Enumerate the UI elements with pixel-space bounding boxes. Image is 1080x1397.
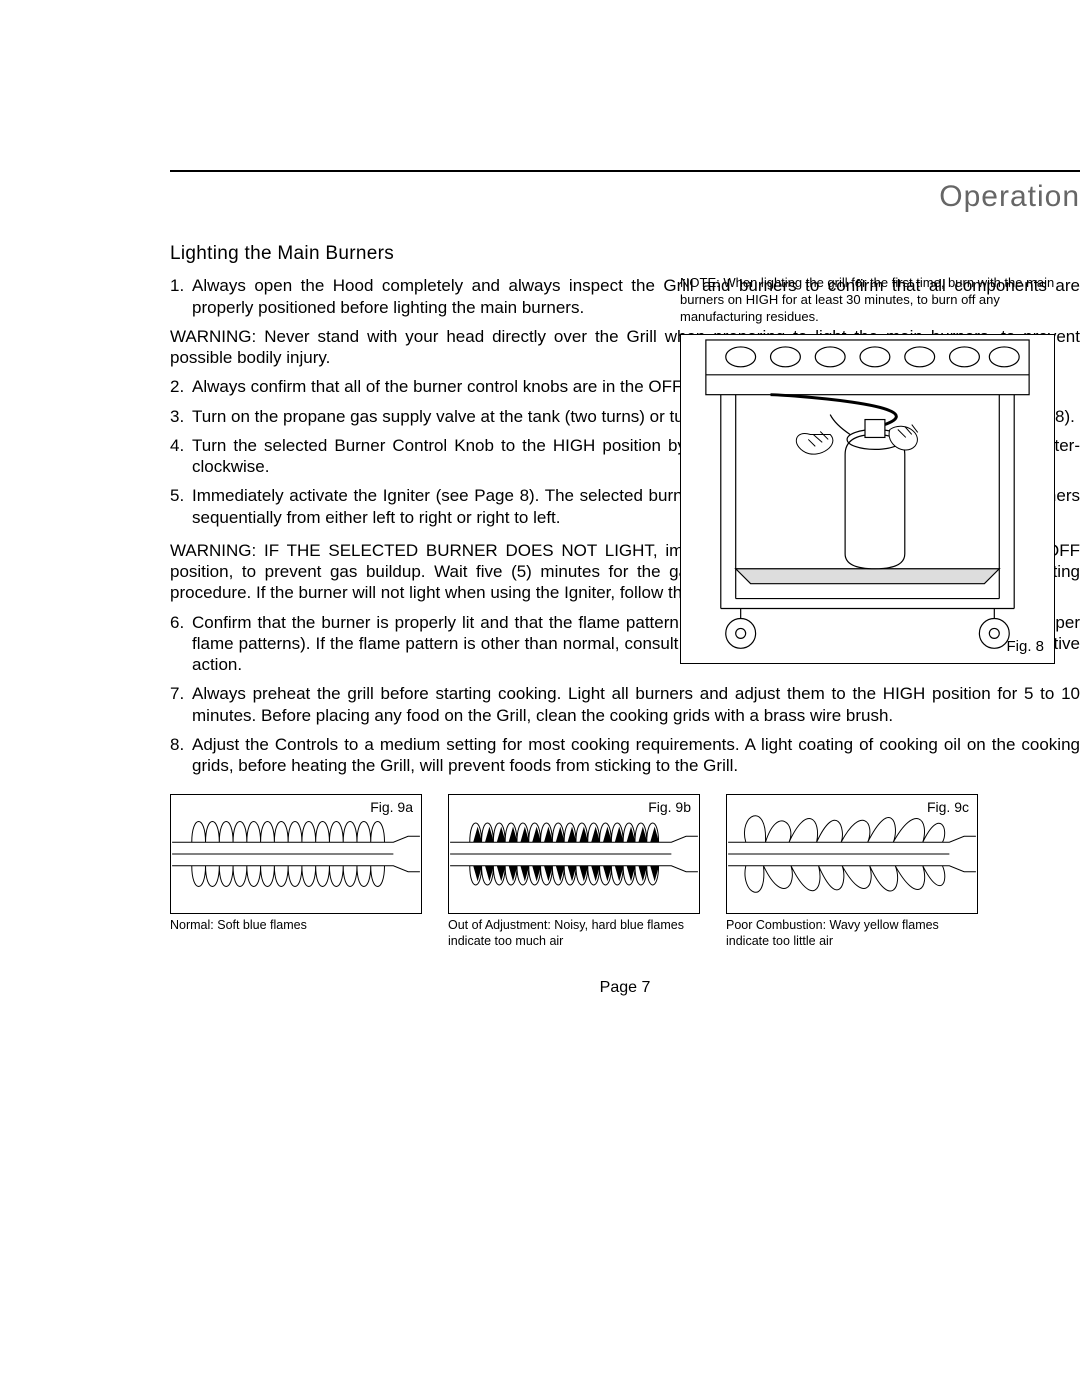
right-column: NOTE: When lighting the grill for the fi… bbox=[680, 275, 1080, 664]
subheading: Lighting the Main Burners bbox=[170, 242, 1080, 266]
figure-9a-caption: Normal: Soft blue flames bbox=[170, 918, 422, 934]
figure-9c-image: Fig. 9c bbox=[726, 794, 978, 914]
figure-9b-image: Fig. 9b bbox=[448, 794, 700, 914]
figure-9a: Fig. 9a Normal: Soft blue flames bbox=[170, 794, 422, 949]
note-text: When lighting the grill for the first ti… bbox=[680, 275, 1054, 324]
two-column-area: NOTE: When lighting the grill for the fi… bbox=[170, 275, 1080, 528]
content: Lighting the Main Burners NOTE: When lig… bbox=[170, 242, 1080, 998]
warning-2-label: WARNING: bbox=[170, 541, 256, 560]
note-label: NOTE: bbox=[680, 275, 720, 290]
page-number: Page 7 bbox=[170, 978, 1080, 998]
figure-9c-caption: Poor Combustion: Wavy yellow flames indi… bbox=[726, 918, 978, 949]
figure-8-drawing bbox=[681, 335, 1054, 663]
figure-9a-image: Fig. 9a bbox=[170, 794, 422, 914]
figure-9c: Fig. 9c Poor Combustion: Wavy yellow fla… bbox=[726, 794, 978, 949]
figure-8: Fig. 8 bbox=[680, 334, 1055, 664]
figure-9-row: Fig. 9a Normal: Soft blue flames bbox=[170, 794, 1080, 949]
step-7: Always preheat the grill before starting… bbox=[170, 683, 1080, 726]
figure-8-label: Fig. 8 bbox=[1006, 638, 1044, 657]
section-title: Operation bbox=[170, 178, 1080, 216]
figure-9b-caption: Out of Adjustment: Noisy, hard blue flam… bbox=[448, 918, 700, 949]
warning-1-label: WARNING: bbox=[170, 327, 256, 346]
figure-9b: Fig. 9b Out of Adjustment: Noisy, hard b… bbox=[448, 794, 700, 949]
figure-9a-label: Fig. 9a bbox=[368, 799, 415, 817]
note: NOTE: When lighting the grill for the fi… bbox=[680, 275, 1080, 326]
figure-9c-label: Fig. 9c bbox=[925, 799, 971, 817]
figure-9b-label: Fig. 9b bbox=[646, 799, 693, 817]
top-rule bbox=[170, 170, 1080, 172]
step-8: Adjust the Controls to a medium setting … bbox=[170, 734, 1080, 777]
